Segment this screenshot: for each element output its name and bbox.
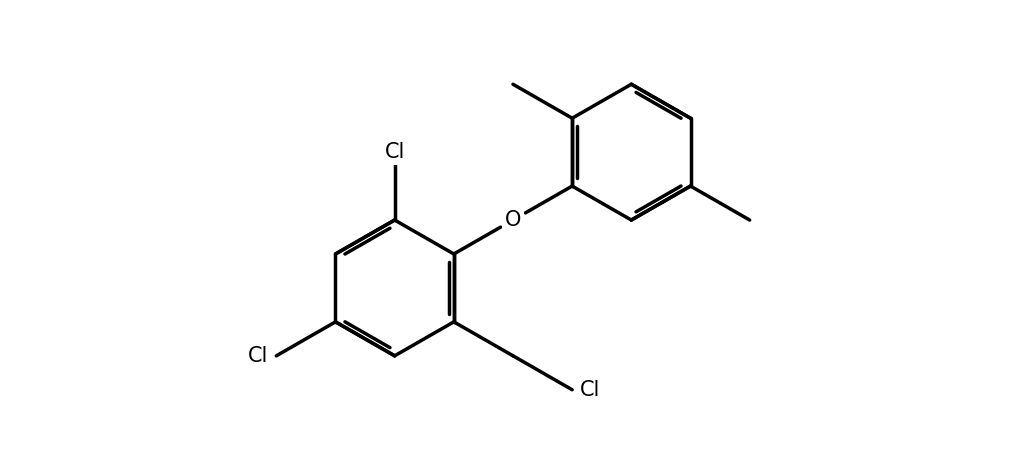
Text: Cl: Cl — [581, 380, 601, 400]
Text: O: O — [505, 210, 521, 230]
Text: Cl: Cl — [247, 346, 268, 366]
Text: Cl: Cl — [385, 142, 405, 162]
